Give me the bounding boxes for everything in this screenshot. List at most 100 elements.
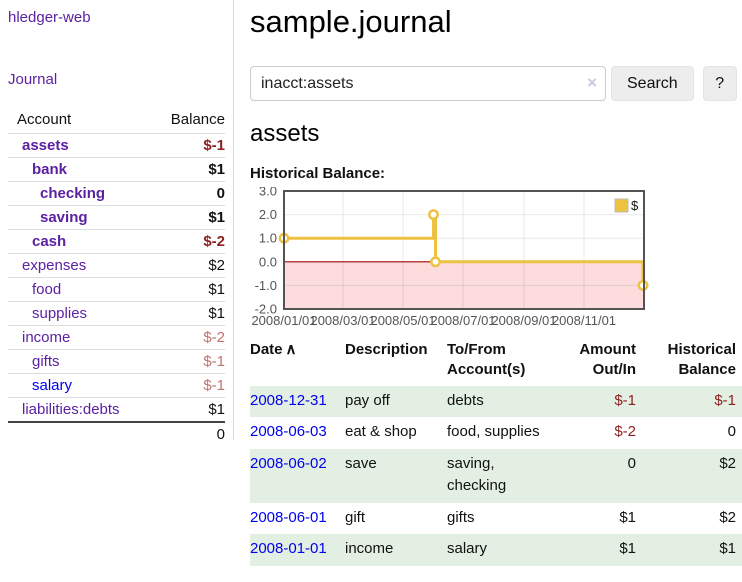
main-content: sample.journal × Search ? assets Histori… xyxy=(250,0,742,566)
balance-column-header: Balance xyxy=(170,111,225,128)
sidebar-account-row: bank $1 xyxy=(8,157,225,181)
negative-region xyxy=(284,261,644,310)
account-balance: $-2 xyxy=(203,329,225,346)
search-box: × xyxy=(250,66,606,102)
sidebar-account-row: checking 0 xyxy=(8,181,225,205)
legend-swatch xyxy=(614,198,629,213)
account-balance: $2 xyxy=(208,257,225,274)
transaction-date-link[interactable]: 2008-06-03 xyxy=(250,423,327,441)
account-link-cash[interactable]: cash xyxy=(32,233,67,250)
account-balance: $1 xyxy=(208,161,225,178)
transaction-description: gift xyxy=(345,508,366,526)
account-link-gifts[interactable]: gifts xyxy=(32,353,60,370)
sidebar-account-row: assets $-1 xyxy=(8,133,225,157)
transaction-amount: $-1 xyxy=(614,391,636,409)
accounts-table: Account Balance assets $-1 bank $1 checking 0… xyxy=(8,108,225,446)
x-tick-label: 2008/03/01 xyxy=(310,313,375,328)
column-header-date[interactable]: Date ∧ xyxy=(250,341,297,359)
account-balance: $1 xyxy=(208,305,225,322)
account-link-liabilities-debts[interactable]: liabilities:debts xyxy=(22,401,120,418)
transaction-date-cell: 2008-12-31 xyxy=(250,386,345,418)
y-tick-label: 2.0 xyxy=(259,207,277,222)
sidebar: hledger-web Journal Account Balance asse… xyxy=(0,0,233,446)
transaction-description: eat & shop xyxy=(345,423,417,441)
sidebar-account-row: liabilities:debts $1 xyxy=(8,397,225,421)
account-column-header: Account xyxy=(17,111,72,128)
account-link-assets[interactable]: assets xyxy=(22,137,69,154)
account-link-saving[interactable]: saving xyxy=(40,209,88,226)
column-header-amount-out-in: Amount Out/In xyxy=(579,341,636,378)
transaction-accounts: food, supplies xyxy=(447,423,540,441)
sidebar-account-row: income $-2 xyxy=(8,325,225,349)
transaction-balance: $2 xyxy=(719,454,736,472)
sidebar-divider xyxy=(233,0,234,440)
transaction-row: 2008-06-02 save saving, checking 0 $2 xyxy=(250,448,742,503)
account-link-supplies[interactable]: supplies xyxy=(32,305,88,322)
legend-label: $ xyxy=(631,198,639,213)
transaction-row: 2008-06-01 gift gifts $1 $2 xyxy=(250,503,742,535)
register-table: Date ∧ Description To/From Account(s) Amount… xyxy=(250,338,742,566)
transaction-balance: 0 xyxy=(727,423,736,441)
x-tick-label: 2008/11/01 xyxy=(552,313,616,328)
sidebar-item-journal[interactable]: Journal xyxy=(8,71,58,88)
account-link-expenses[interactable]: expenses xyxy=(22,257,87,274)
plot-border xyxy=(283,190,645,311)
account-balance: $-1 xyxy=(203,353,225,370)
account-link-income[interactable]: income xyxy=(22,329,71,346)
sidebar-account-row: gifts $-1 xyxy=(8,349,225,373)
y-tick-label: 0.0 xyxy=(259,254,277,269)
search-button[interactable]: Search xyxy=(611,66,694,102)
search-help-button[interactable]: ? xyxy=(702,66,737,102)
account-balance: 0 xyxy=(216,185,225,202)
transaction-row: 2008-12-31 pay off debts $-1 $-1 xyxy=(250,385,742,418)
transaction-date-link[interactable]: 2008-06-02 xyxy=(250,454,327,472)
accounts-total: 0 xyxy=(8,421,225,446)
account-balance: $-1 xyxy=(203,377,225,394)
account-balance: $-2 xyxy=(203,233,225,250)
transaction-date-cell: 2008-06-01 xyxy=(250,503,345,535)
account-link-food[interactable]: food xyxy=(32,281,62,298)
accounts-table-header: Account Balance xyxy=(8,108,225,133)
sidebar-account-row: expenses $2 xyxy=(8,253,225,277)
transaction-amount: $1 xyxy=(619,508,636,526)
transaction-balance: $2 xyxy=(719,508,736,526)
account-link-checking[interactable]: checking xyxy=(40,185,106,202)
transaction-accounts: salary xyxy=(447,540,488,558)
search-input[interactable] xyxy=(250,66,606,102)
data-point-marker xyxy=(428,209,439,221)
transaction-amount: 0 xyxy=(627,454,636,472)
transaction-balance: $1 xyxy=(719,540,736,558)
clear-search-icon[interactable]: × xyxy=(587,73,597,93)
transaction-accounts: gifts xyxy=(447,508,475,526)
y-tick-label: -1.0 xyxy=(255,278,277,293)
y-tick-label: 3.0 xyxy=(259,187,277,199)
transaction-date-link[interactable]: 2008-06-01 xyxy=(250,508,327,526)
x-tick-label: 2008/07/01 xyxy=(430,313,495,328)
transaction-balance: $-1 xyxy=(714,391,736,409)
transaction-row: 2008-01-01 income salary $1 $1 xyxy=(250,534,742,566)
account-balance: $1 xyxy=(208,401,225,418)
sidebar-account-row: supplies $1 xyxy=(8,301,225,325)
x-tick-label: 2008/01/01 xyxy=(251,313,316,328)
transaction-date-link[interactable]: 2008-01-01 xyxy=(250,540,327,558)
transaction-date-link[interactable]: 2008-12-31 xyxy=(250,391,327,409)
account-balance: $-1 xyxy=(203,137,225,154)
sidebar-account-row: cash $-2 xyxy=(8,229,225,253)
sidebar-account-row: saving $1 xyxy=(8,205,225,229)
app-brand-link[interactable]: hledger-web xyxy=(8,9,91,26)
historical-balance-chart: $3.0 2.0 1.0 0.0 -1.0 -2.02008/01/012008/03/0… xyxy=(251,187,649,328)
account-heading: assets xyxy=(250,120,320,148)
column-header-historical-balance: Historical Balance xyxy=(667,341,736,378)
transaction-accounts: saving, checking xyxy=(447,454,507,495)
transaction-description: income xyxy=(345,540,394,558)
account-balance: $1 xyxy=(208,281,225,298)
account-link-bank[interactable]: bank xyxy=(32,161,68,178)
transaction-date-cell: 2008-06-03 xyxy=(250,417,345,449)
search-bar: × Search ? xyxy=(250,66,742,102)
transaction-date-cell: 2008-06-02 xyxy=(250,449,345,503)
y-tick-label: -2.0 xyxy=(255,302,277,317)
account-balance: $1 xyxy=(208,209,225,226)
sidebar-account-row: food $1 xyxy=(8,277,225,301)
account-link-salary[interactable]: salary xyxy=(32,377,73,394)
transaction-description: save xyxy=(345,454,377,472)
